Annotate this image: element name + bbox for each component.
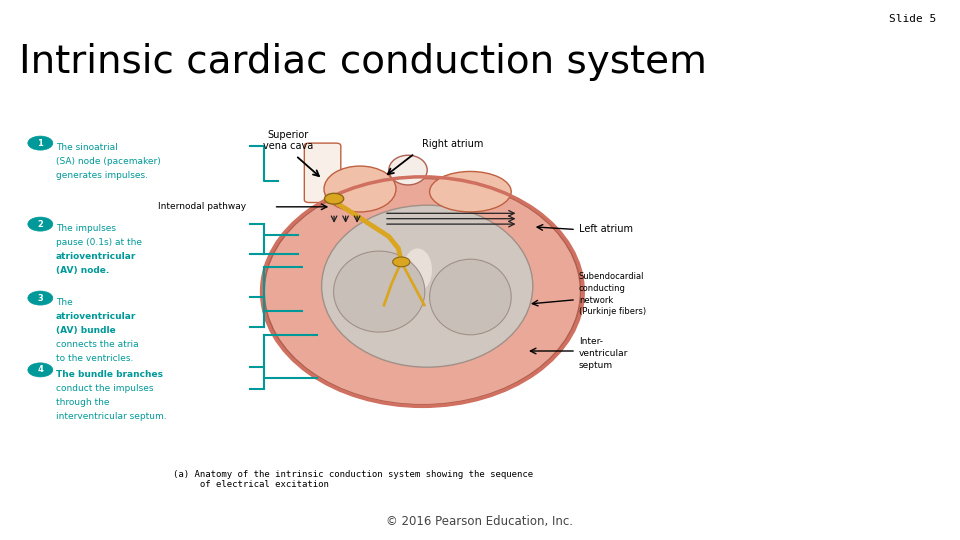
Text: atrioventricular: atrioventricular bbox=[56, 312, 136, 321]
Text: 1: 1 bbox=[37, 139, 43, 147]
Text: The bundle branches: The bundle branches bbox=[56, 370, 162, 379]
Text: generates impulses.: generates impulses. bbox=[56, 171, 148, 180]
Text: to the ventricles.: to the ventricles. bbox=[56, 354, 133, 363]
Ellipse shape bbox=[264, 178, 581, 405]
Text: (AV) bundle: (AV) bundle bbox=[56, 326, 115, 335]
Text: (a) Anatomy of the intrinsic conduction system showing the sequence: (a) Anatomy of the intrinsic conduction … bbox=[173, 470, 533, 479]
Text: atrioventricular: atrioventricular bbox=[56, 252, 136, 261]
Text: Intrinsic cardiac conduction system: Intrinsic cardiac conduction system bbox=[19, 43, 708, 81]
Circle shape bbox=[324, 193, 344, 204]
Text: through the: through the bbox=[56, 398, 109, 407]
Text: Inter-
ventricular
septum: Inter- ventricular septum bbox=[579, 338, 628, 370]
Text: (SA) node (pacemaker): (SA) node (pacemaker) bbox=[56, 157, 160, 166]
Text: Subendocardial
conducting
network
(Purkinje fibers): Subendocardial conducting network (Purki… bbox=[579, 272, 646, 316]
Text: 3: 3 bbox=[37, 294, 43, 302]
Text: The: The bbox=[56, 298, 72, 307]
Text: Slide 5: Slide 5 bbox=[889, 14, 936, 24]
Text: (AV) node.: (AV) node. bbox=[56, 266, 108, 275]
Ellipse shape bbox=[403, 248, 432, 292]
Text: Superior
vena cava: Superior vena cava bbox=[263, 130, 313, 151]
Text: connects the atria: connects the atria bbox=[56, 340, 138, 349]
Circle shape bbox=[28, 136, 53, 150]
Text: of electrical excitation: of electrical excitation bbox=[173, 480, 328, 489]
Ellipse shape bbox=[389, 155, 427, 185]
Text: Internodal pathway: Internodal pathway bbox=[158, 202, 247, 211]
Ellipse shape bbox=[322, 205, 533, 367]
Text: The sinoatrial: The sinoatrial bbox=[56, 143, 117, 152]
Ellipse shape bbox=[324, 166, 396, 212]
Text: Left atrium: Left atrium bbox=[579, 224, 633, 234]
Circle shape bbox=[28, 291, 53, 305]
Text: The impulses: The impulses bbox=[56, 224, 115, 233]
Ellipse shape bbox=[334, 251, 425, 332]
Ellipse shape bbox=[429, 259, 511, 335]
Text: 4: 4 bbox=[37, 366, 43, 374]
Text: pause (0.1s) at the: pause (0.1s) at the bbox=[56, 238, 142, 247]
Circle shape bbox=[393, 257, 410, 267]
Text: © 2016 Pearson Education, Inc.: © 2016 Pearson Education, Inc. bbox=[387, 515, 573, 528]
FancyBboxPatch shape bbox=[304, 143, 341, 202]
Text: 2: 2 bbox=[37, 220, 43, 228]
Text: interventricular septum.: interventricular septum. bbox=[56, 412, 166, 421]
Text: Right atrium: Right atrium bbox=[422, 139, 484, 149]
Circle shape bbox=[28, 363, 53, 377]
Circle shape bbox=[28, 217, 53, 231]
Ellipse shape bbox=[429, 172, 511, 212]
Text: conduct the impulses: conduct the impulses bbox=[56, 384, 154, 393]
